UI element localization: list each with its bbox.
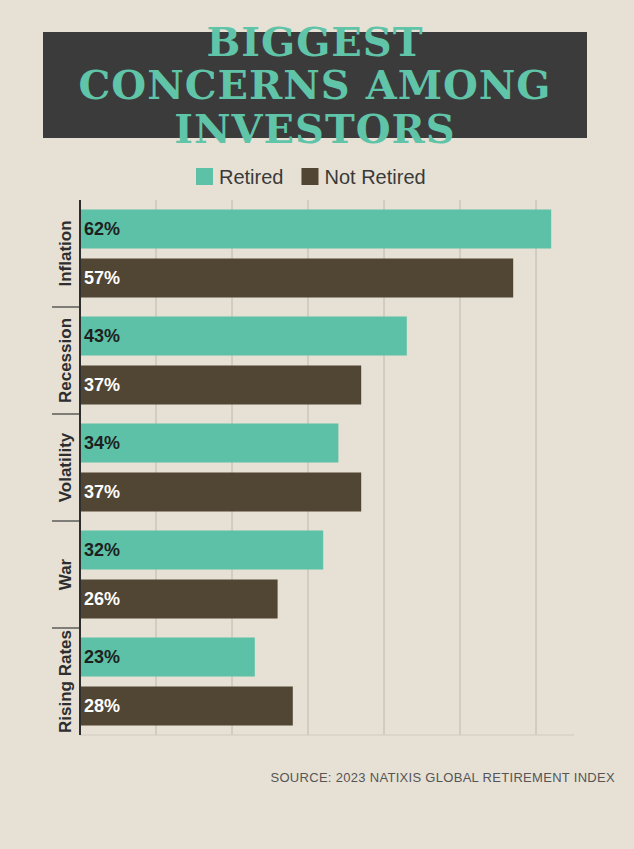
bar bbox=[80, 259, 513, 298]
category-separator bbox=[52, 520, 80, 521]
category-label: War bbox=[56, 558, 75, 590]
data-label: 62% bbox=[84, 219, 120, 239]
source: SOURCE: 2023 NATIXIS GLOBAL RETIREMENT I… bbox=[270, 770, 615, 785]
y-axis-line bbox=[79, 200, 81, 735]
legend-swatch bbox=[301, 168, 318, 185]
legend: Retired Not Retired bbox=[196, 166, 426, 188]
data-label: 37% bbox=[84, 375, 120, 395]
legend-swatch bbox=[196, 168, 213, 185]
data-label: 32% bbox=[84, 540, 120, 560]
category-separator bbox=[52, 413, 80, 414]
data-label: 43% bbox=[84, 326, 120, 346]
bar bbox=[80, 424, 338, 463]
x-axis-line bbox=[80, 735, 574, 736]
bar bbox=[80, 580, 278, 619]
category-label: Volatility bbox=[56, 432, 75, 502]
category-separator bbox=[52, 306, 80, 307]
title: BIGGEST CONCERNS AMONG INVESTORS bbox=[65, 20, 565, 150]
grid-line bbox=[536, 200, 537, 735]
bar bbox=[80, 210, 551, 249]
category-label: Inflation bbox=[56, 220, 75, 286]
category-label: Rising Rates bbox=[56, 630, 75, 733]
data-label: 37% bbox=[84, 482, 120, 502]
bar bbox=[80, 638, 255, 677]
grid-line bbox=[80, 200, 81, 735]
bars bbox=[80, 210, 551, 726]
data-label: 57% bbox=[84, 268, 120, 288]
bar bbox=[80, 473, 361, 512]
title-box: BIGGEST CONCERNS AMONG INVESTORS bbox=[43, 32, 587, 138]
bar bbox=[80, 366, 361, 405]
bar bbox=[80, 317, 407, 356]
legend-label: Retired bbox=[219, 166, 283, 188]
labels: 62% 57% Inflation 43% 37% Recession 34% 37% Vola… bbox=[56, 219, 120, 733]
chart: Retired Not Retired 62% 57% Inflation 43% 37% R… bbox=[0, 0, 634, 849]
data-label: 28% bbox=[84, 696, 120, 716]
grid bbox=[80, 200, 536, 735]
category-label: Recession bbox=[56, 318, 75, 403]
data-label: 23% bbox=[84, 647, 120, 667]
category-separator bbox=[52, 627, 80, 628]
bar bbox=[80, 687, 293, 726]
bar bbox=[80, 531, 323, 570]
data-label: 34% bbox=[84, 433, 120, 453]
legend-label: Not Retired bbox=[324, 166, 425, 188]
data-label: 26% bbox=[84, 589, 120, 609]
